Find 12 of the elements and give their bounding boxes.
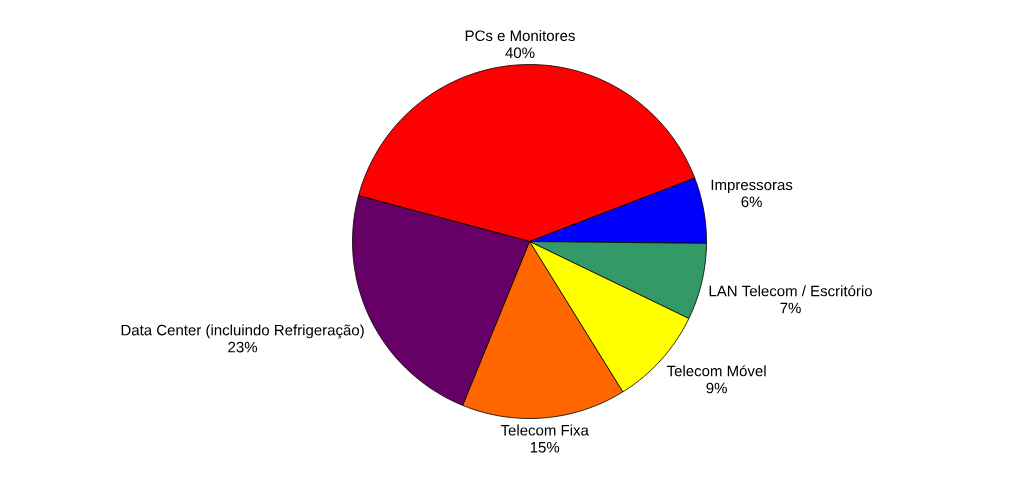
data-label: 15%: [530, 442, 560, 453]
data-label: 23%: [228, 341, 258, 353]
slice-label: Telecom Móvel: [666, 365, 766, 377]
slice-label: Impressoras: [711, 179, 793, 194]
data-label: 7%: [780, 302, 801, 314]
data-label: 9%: [706, 382, 727, 394]
slice-label: LAN Telecom / Escritório: [709, 285, 872, 297]
data-label: 6%: [741, 196, 762, 208]
slice-label: PCs e Monitores: [465, 30, 575, 42]
slice-label: Telecom Fixa: [500, 424, 589, 436]
data-label: 40%: [505, 47, 535, 59]
slice-label: Data Center (incluindo Refrigeração): [121, 324, 364, 339]
